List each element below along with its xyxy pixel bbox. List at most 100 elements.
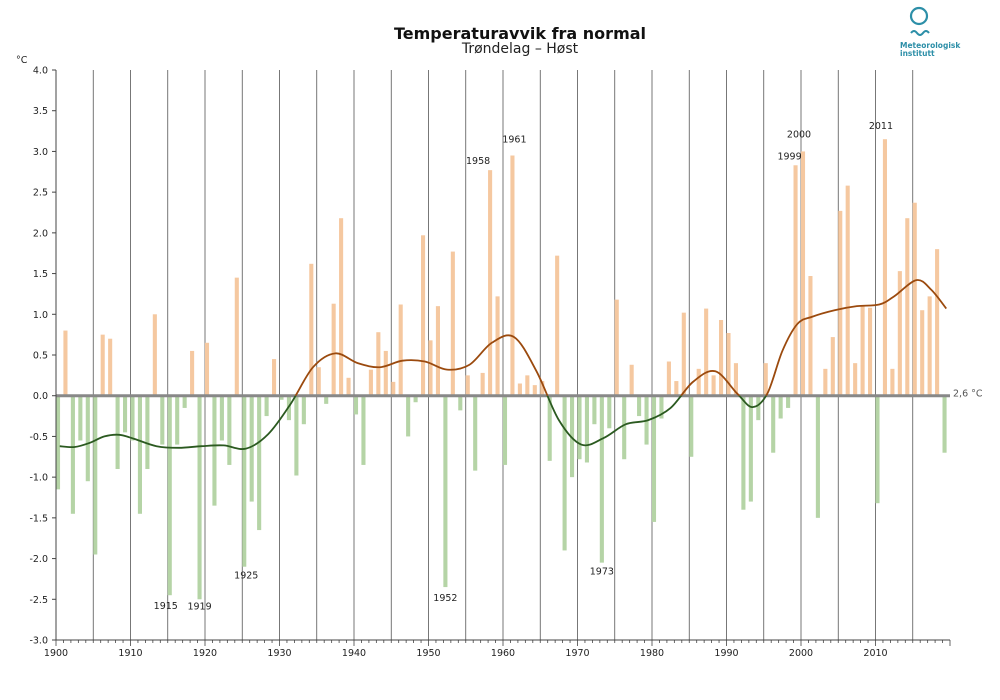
y-tick-label: -2.0 <box>29 554 48 565</box>
annotation-label: 1915 <box>154 601 178 612</box>
bar <box>443 395 448 588</box>
bar <box>339 218 344 396</box>
bar <box>875 395 880 504</box>
bar <box>659 395 664 419</box>
bar <box>130 395 135 441</box>
x-tick-label: 1900 <box>44 648 68 659</box>
bar <box>651 395 657 522</box>
annotation-label: 1925 <box>234 571 258 582</box>
bar <box>666 361 671 396</box>
bar <box>890 368 895 396</box>
y-tick-label: 1.5 <box>33 269 48 280</box>
bar <box>331 303 336 396</box>
bar <box>167 395 172 596</box>
bar <box>547 395 552 461</box>
bar <box>406 395 411 437</box>
bar <box>383 350 388 396</box>
bar <box>55 395 61 490</box>
logo-text-line2: institutt <box>900 49 935 58</box>
bar <box>473 395 478 471</box>
normal-temp-label: 2,6 °C <box>953 389 983 400</box>
bar <box>808 276 813 396</box>
x-tick-label: 2010 <box>863 648 887 659</box>
bar <box>115 395 120 469</box>
x-tick-label: 1950 <box>416 648 440 659</box>
smoothed-line-warm <box>294 279 947 396</box>
bar <box>823 368 828 396</box>
bar <box>748 395 753 502</box>
bar <box>465 375 470 396</box>
bar <box>421 235 426 396</box>
bar <box>480 372 485 396</box>
bar <box>756 395 761 421</box>
bar <box>391 381 396 396</box>
bar <box>264 395 269 417</box>
bar <box>413 395 418 403</box>
bar <box>733 363 738 396</box>
annotation-label: 2011 <box>869 121 893 132</box>
bar <box>108 338 113 396</box>
y-tick-label: 3.5 <box>33 106 48 117</box>
y-axis-label: °C <box>16 55 28 66</box>
bar <box>637 395 642 417</box>
bar <box>227 395 232 465</box>
bar <box>398 304 403 396</box>
bar <box>316 367 321 396</box>
x-tick-label: 1940 <box>342 648 366 659</box>
bar <box>614 299 619 396</box>
bar <box>584 395 589 463</box>
bar <box>674 381 679 396</box>
bar <box>488 170 493 396</box>
bar <box>234 277 239 396</box>
bar <box>570 395 575 478</box>
bar <box>219 395 224 441</box>
bar <box>815 395 820 518</box>
bar <box>376 332 381 396</box>
bar <box>301 395 306 425</box>
x-tick-label: 1960 <box>491 648 515 659</box>
bar <box>70 395 75 514</box>
y-tick-label: 2.0 <box>33 228 48 239</box>
bar <box>681 312 686 396</box>
bar <box>868 307 873 396</box>
bar <box>704 308 709 396</box>
bar <box>123 395 128 433</box>
smoothed-line-cold <box>59 395 768 450</box>
bar <box>353 395 359 415</box>
bar <box>137 395 142 514</box>
x-tick-label: 1930 <box>267 648 291 659</box>
y-tick-label: 3.0 <box>33 147 48 158</box>
bar <box>197 395 202 600</box>
bar <box>711 375 716 396</box>
logo-text-line1: Meteorologisk <box>900 41 961 50</box>
bar <box>577 395 582 460</box>
bar <box>532 385 537 396</box>
chart-subtitle: Trøndelag – Høst <box>461 41 579 57</box>
bar <box>212 395 217 506</box>
bar <box>607 395 612 429</box>
y-tick-label: 4.0 <box>33 66 48 77</box>
bar <box>629 364 634 396</box>
bar <box>272 359 277 396</box>
bar <box>63 330 68 396</box>
x-tick-label: 2000 <box>789 648 813 659</box>
x-tick-label: 1920 <box>193 648 217 659</box>
annotation-label: 1958 <box>466 156 490 167</box>
bar <box>726 333 731 396</box>
bar <box>942 395 947 453</box>
bar <box>562 395 567 551</box>
bar <box>78 395 83 441</box>
bar <box>525 375 530 396</box>
bar <box>450 251 455 396</box>
annotation-label: 1999 <box>777 151 801 162</box>
bar <box>435 306 440 396</box>
y-tick-label: -1.5 <box>29 513 48 524</box>
bar <box>935 249 940 396</box>
bar <box>771 395 776 453</box>
bar <box>346 377 351 396</box>
met-logo-icon <box>909 6 930 36</box>
bar <box>152 314 157 396</box>
bar <box>242 395 247 567</box>
bar <box>778 395 783 419</box>
annotation-label: 2000 <box>787 129 811 140</box>
